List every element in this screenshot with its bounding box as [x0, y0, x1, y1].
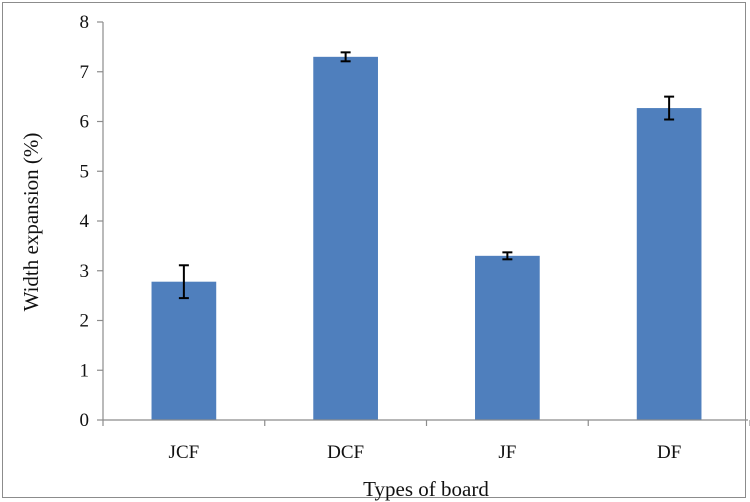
bars-group — [151, 56, 702, 420]
y-tick-label: 3 — [80, 261, 90, 282]
error-bars-group — [178, 51, 675, 300]
error-bar-jf — [502, 251, 513, 261]
y-tick-label: 1 — [80, 360, 90, 381]
x-axis-ticks: JCF DCF JF DF — [102, 420, 750, 463]
x-tick-label-jf: JF — [498, 442, 516, 463]
y-tick-label: 6 — [80, 112, 90, 133]
error-bar-df — [664, 95, 675, 121]
bar-jcf — [151, 281, 217, 420]
x-tick-label-jcf: JCF — [169, 442, 200, 463]
x-axis-title: Types of board — [363, 477, 489, 501]
y-tick-label: 7 — [80, 62, 90, 83]
y-axis-ticks: 0 1 2 3 4 5 6 7 8 — [80, 12, 103, 431]
y-tick-label: 5 — [80, 161, 90, 182]
x-tick-label-df: DF — [657, 442, 681, 463]
bar-dcf — [313, 56, 378, 420]
bar-jf — [475, 255, 540, 420]
y-tick-label: 4 — [80, 211, 90, 232]
error-bar-dcf — [340, 51, 351, 63]
y-tick-label: 8 — [80, 12, 90, 33]
y-axis-title: Width expansion (%) — [19, 133, 43, 312]
y-tick-label: 0 — [80, 410, 90, 431]
x-tick-label-dcf: DCF — [327, 442, 364, 463]
error-bar-jcf — [178, 264, 189, 300]
bar-df — [636, 108, 702, 420]
y-tick-label: 2 — [80, 311, 90, 332]
